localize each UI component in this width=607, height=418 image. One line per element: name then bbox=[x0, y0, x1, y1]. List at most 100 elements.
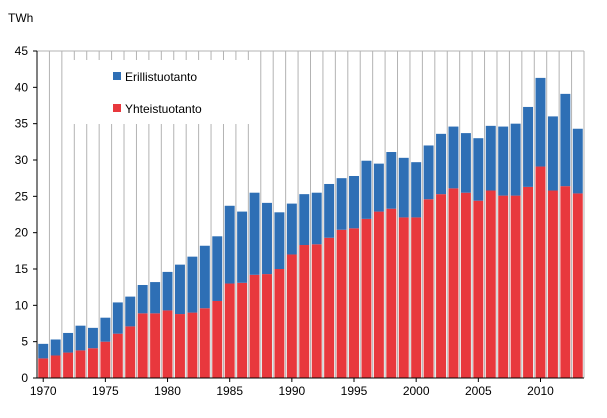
bar-erillistuotanto-1983 bbox=[199, 245, 210, 309]
x-tick-label: 1990 bbox=[279, 384, 306, 398]
bar-erillistuotanto-2011 bbox=[547, 116, 558, 191]
bar-yhteistuotanto-1989 bbox=[274, 269, 285, 378]
x-tick-label: 2005 bbox=[465, 384, 492, 398]
bar-yhteistuotanto-1973 bbox=[75, 350, 86, 378]
bar-erillistuotanto-1999 bbox=[398, 157, 409, 218]
bar-erillistuotanto-1990 bbox=[286, 203, 297, 255]
bar-erillistuotanto-2013 bbox=[572, 128, 583, 194]
bar-erillistuotanto-1982 bbox=[187, 256, 198, 313]
bar-erillistuotanto-1977 bbox=[125, 296, 136, 327]
bar-yhteistuotanto-1976 bbox=[112, 333, 123, 378]
x-tick-label: 1995 bbox=[341, 384, 368, 398]
bar-erillistuotanto-1974 bbox=[87, 327, 98, 349]
bar-erillistuotanto-2000 bbox=[411, 162, 422, 218]
y-tick-label: 0 bbox=[21, 371, 28, 385]
bar-erillistuotanto-1985 bbox=[224, 205, 235, 284]
x-tick-label: 1980 bbox=[154, 384, 181, 398]
bar-erillistuotanto-1980 bbox=[162, 271, 173, 311]
bar-yhteistuotanto-1980 bbox=[162, 310, 173, 378]
bar-erillistuotanto-2010 bbox=[535, 77, 546, 167]
x-tick-label: 1975 bbox=[92, 384, 119, 398]
bar-yhteistuotanto-1974 bbox=[87, 348, 98, 378]
bar-yhteistuotanto-1993 bbox=[324, 237, 335, 378]
bar-erillistuotanto-1978 bbox=[137, 284, 148, 314]
bar-yhteistuotanto-2003 bbox=[448, 188, 459, 378]
y-tick-label: 20 bbox=[15, 226, 29, 240]
bar-erillistuotanto-1992 bbox=[311, 192, 322, 245]
bar-erillistuotanto-2001 bbox=[423, 145, 434, 200]
bar-yhteistuotanto-2009 bbox=[523, 186, 534, 378]
bar-yhteistuotanto-1978 bbox=[137, 313, 148, 378]
bar-yhteistuotanto-1988 bbox=[262, 274, 272, 378]
bar-erillistuotanto-2008 bbox=[510, 123, 521, 196]
bar-erillistuotanto-1991 bbox=[299, 194, 310, 246]
bar-yhteistuotanto-1971 bbox=[50, 355, 61, 378]
bar-yhteistuotanto-1984 bbox=[212, 300, 223, 378]
bar-yhteistuotanto-2007 bbox=[498, 195, 509, 378]
bar-yhteistuotanto-1983 bbox=[199, 308, 210, 378]
bar-yhteistuotanto-1996 bbox=[361, 218, 372, 378]
bar-yhteistuotanto-2006 bbox=[485, 190, 496, 378]
bar-yhteistuotanto-1991 bbox=[299, 245, 310, 378]
x-tick-label: 2010 bbox=[527, 384, 554, 398]
legend-label-yhteistuotanto: Yhteistuotanto bbox=[125, 102, 202, 116]
bar-erillistuotanto-2009 bbox=[523, 106, 534, 187]
bar-yhteistuotanto-2013 bbox=[572, 193, 583, 378]
legend-swatch-yhteistuotanto bbox=[113, 104, 121, 112]
bar-yhteistuotanto-2000 bbox=[411, 217, 422, 378]
bar-yhteistuotanto-2008 bbox=[510, 195, 521, 378]
bar-erillistuotanto-1975 bbox=[100, 317, 111, 342]
bar-erillistuotanto-1972 bbox=[63, 332, 74, 353]
bar-yhteistuotanto-1985 bbox=[224, 283, 235, 378]
bar-yhteistuotanto-1990 bbox=[286, 254, 297, 378]
bar-erillistuotanto-1971 bbox=[50, 339, 61, 356]
legend-box bbox=[66, 60, 256, 124]
y-tick-label: 30 bbox=[15, 153, 29, 167]
bar-yhteistuotanto-2010 bbox=[535, 166, 546, 378]
bar-yhteistuotanto-1995 bbox=[349, 228, 359, 378]
bar-erillistuotanto-2002 bbox=[436, 133, 447, 195]
bar-yhteistuotanto-2004 bbox=[460, 192, 471, 378]
bar-yhteistuotanto-1972 bbox=[63, 352, 74, 378]
bar-yhteistuotanto-2011 bbox=[547, 190, 558, 378]
bar-yhteistuotanto-1970 bbox=[38, 358, 49, 378]
legend-swatch-erillistuotanto bbox=[113, 72, 121, 80]
bar-yhteistuotanto-1975 bbox=[100, 341, 111, 378]
bar-yhteistuotanto-1992 bbox=[311, 244, 322, 378]
bar-yhteistuotanto-1998 bbox=[386, 208, 397, 378]
y-tick-label: 25 bbox=[15, 189, 29, 203]
axes bbox=[36, 51, 584, 379]
x-tick-label: 1985 bbox=[216, 384, 243, 398]
bar-erillistuotanto-1976 bbox=[112, 302, 123, 334]
y-tick-label: 40 bbox=[15, 80, 29, 94]
y-tick-label: 15 bbox=[15, 262, 29, 276]
y-axis-label: TWh bbox=[8, 11, 33, 25]
bar-yhteistuotanto-1981 bbox=[174, 314, 185, 378]
bar-yhteistuotanto-2001 bbox=[423, 199, 434, 378]
bar-erillistuotanto-1988 bbox=[262, 202, 272, 275]
bar-erillistuotanto-2006 bbox=[485, 125, 496, 191]
bar-yhteistuotanto-1999 bbox=[398, 217, 409, 378]
x-tick-label: 2000 bbox=[403, 384, 430, 398]
bars bbox=[38, 77, 583, 378]
bar-yhteistuotanto-1979 bbox=[150, 313, 161, 378]
bar-erillistuotanto-1989 bbox=[274, 212, 285, 269]
bar-erillistuotanto-1996 bbox=[361, 160, 372, 219]
bar-yhteistuotanto-1986 bbox=[237, 282, 248, 378]
bar-erillistuotanto-1979 bbox=[150, 282, 161, 314]
bar-yhteistuotanto-2005 bbox=[473, 200, 484, 378]
bar-erillistuotanto-1995 bbox=[349, 175, 359, 229]
legend-label-erillistuotanto: Erillistuotanto bbox=[125, 70, 197, 84]
bar-erillistuotanto-2007 bbox=[498, 126, 509, 196]
legend: Erillistuotanto Yhteistuotanto bbox=[66, 60, 256, 124]
bar-yhteistuotanto-1997 bbox=[373, 211, 384, 378]
bar-erillistuotanto-1986 bbox=[237, 211, 248, 283]
y-tick-label: 5 bbox=[21, 335, 28, 349]
bar-yhteistuotanto-1994 bbox=[336, 229, 347, 378]
bar-yhteistuotanto-1977 bbox=[125, 326, 136, 378]
bar-erillistuotanto-2012 bbox=[560, 93, 571, 187]
bar-erillistuotanto-1984 bbox=[212, 236, 223, 301]
bar-yhteistuotanto-1987 bbox=[249, 274, 260, 378]
bar-erillistuotanto-1973 bbox=[75, 325, 86, 351]
